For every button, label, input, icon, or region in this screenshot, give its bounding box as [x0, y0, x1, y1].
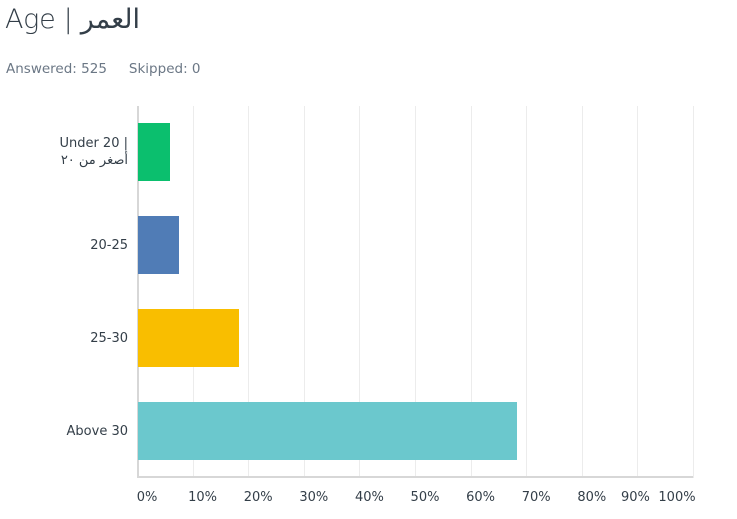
category-label: Above 30 — [0, 423, 128, 440]
bar-4[interactable] — [138, 402, 518, 460]
x-tick-label: 80% — [577, 490, 607, 505]
x-tick-label: 70% — [521, 490, 551, 505]
category-label-line1: Under 20 | — [59, 136, 128, 151]
category-label-line1: Above 30 — [66, 423, 128, 439]
x-tick-label: 40% — [354, 490, 384, 505]
gridline — [248, 106, 250, 478]
chart-title: Age | العمر — [5, 4, 141, 35]
gridline — [359, 106, 361, 478]
x-tick-label: 100% — [658, 490, 696, 505]
category-label-line2: أصغر من ٢٠ — [60, 153, 128, 168]
category-label: Under 20 | أصغر من ٢٠ — [0, 135, 128, 169]
gridline — [581, 106, 583, 478]
bar-chart-plot-area — [137, 106, 694, 478]
category-label-line1: 20-25 — [90, 237, 128, 253]
response-stats: Answered: 525 Skipped: 0 — [6, 61, 201, 77]
x-tick-label: 50% — [410, 490, 440, 505]
bar-2[interactable] — [138, 216, 180, 274]
bar-3[interactable] — [138, 309, 240, 367]
gridline — [693, 106, 694, 478]
bar-1[interactable] — [138, 123, 171, 181]
x-tick-label: 10% — [188, 490, 218, 505]
gridline — [470, 106, 472, 478]
answered-count: Answered: 525 — [6, 61, 107, 77]
x-tick-label: 0% — [136, 490, 158, 505]
gridline — [415, 106, 416, 478]
skipped-count: Skipped: 0 — [128, 61, 201, 77]
gridline — [637, 106, 639, 478]
x-tick-label: 60% — [466, 490, 496, 505]
gridline — [526, 106, 528, 478]
category-label-line1: 25-30 — [90, 330, 128, 346]
x-axis-line — [137, 476, 693, 478]
x-tick-label: 20% — [243, 490, 273, 505]
y-axis-line — [137, 106, 139, 478]
category-label: 20-25 — [0, 237, 128, 254]
category-label: 25-30 — [0, 330, 128, 347]
x-tick-label: 90% — [620, 490, 650, 505]
gridline — [303, 106, 305, 478]
x-tick-label: 30% — [299, 490, 329, 505]
gridline — [192, 106, 194, 478]
